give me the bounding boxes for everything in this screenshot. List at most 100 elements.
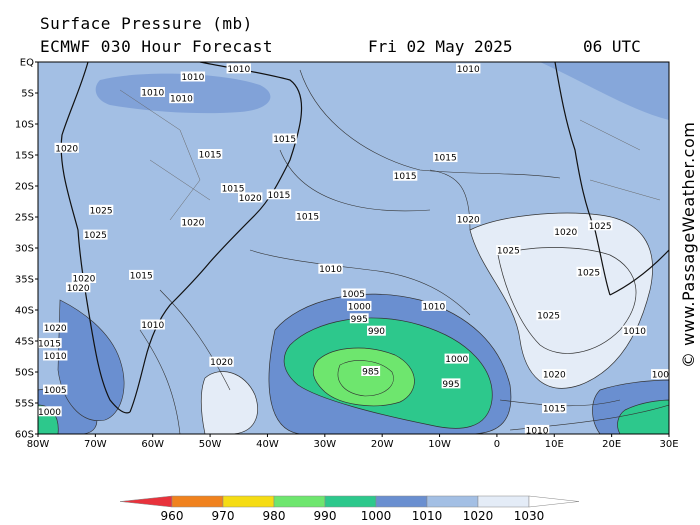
isobar-985 [337,360,394,397]
lat-label: 25S [15,213,34,224]
isobar-label: 1010 [524,424,550,436]
isobar-label-text: 1020 [543,371,566,381]
isobar-label-bg [226,63,251,74]
lat-label: 15S [15,151,34,162]
scale-label: 970 [212,509,235,523]
lon-label: 10E [545,439,564,450]
isobar-label: 1010 [180,71,206,83]
lon-label: 40W [256,439,279,450]
isobar-label-text: 1020 [554,228,577,238]
isobar-label-text: 1010 [526,426,549,436]
scale-swatch [375,495,428,508]
isobar-label-text: 1020 [72,275,95,285]
isobar-label-text: 1020 [55,144,78,154]
isobar-label-text: 1010 [422,302,445,312]
isobar-label-text: 1010 [623,327,646,337]
lon-label: 80W [27,439,50,450]
isobar-label-bg [43,384,68,395]
scale-swatch [477,495,530,508]
isobar-label: 1025 [536,310,561,322]
isobar-label-bg [140,87,165,97]
isobar-label: 1005 [341,288,366,300]
isobar-label-text: 1015 [267,191,290,201]
lat-label: 40S [15,306,34,317]
isobar-label-text: 1015 [222,185,245,195]
isobar-label-text: 1010 [44,352,67,362]
isobar-label-text: 1020 [210,358,233,368]
lon-label: 20W [371,439,394,450]
isobar-label: 985 [361,366,381,378]
isobar-label-text: 1025 [589,222,612,232]
coastlines [60,62,669,414]
isobar-label-text: 1010 [319,265,342,275]
isobar-label-bg [444,353,469,364]
lat-label: 30S [15,244,34,255]
isobar-label-text: 1015 [394,172,417,182]
isobar-label: 1020 [542,369,567,381]
isobar-label: 1015 [220,183,246,195]
isobar-label-bg [349,313,369,324]
scale-swatch [171,495,224,508]
lon-label: 50W [199,439,222,450]
scale-swatch [426,495,479,508]
isobar-label-bg [524,424,550,434]
isobar-label: 1005 [651,369,669,381]
isobar-label-bg [536,310,561,321]
africa-low [540,62,669,120]
isobar-label-bg [65,282,91,293]
isobar-label-bg [361,366,381,376]
isobar-label-text: 1015 [130,271,153,281]
isobar-label-bg [441,378,461,389]
isobar-label: 1000 [38,406,62,418]
isobar-label-bg [54,142,79,153]
isobar-label-bg [238,192,263,203]
lat-label: 10S [15,120,34,131]
isobar-label-text: 1025 [497,247,520,257]
isobar-label-text: 995 [351,315,368,325]
isobar-label-bg [180,217,206,228]
isobar-label: 1015 [295,211,320,223]
isobar-label: 1000 [444,353,469,365]
isobar-label-text: 1020 [67,284,90,294]
isobar-label-bg [456,214,481,225]
isobar-label-bg [197,149,223,159]
isobar-label-bg [576,266,601,277]
isobar-label-bg [367,325,386,336]
isobar-label-bg [129,269,154,280]
color-scale: 960 970 980 990 1000 1010 1020 1030 [119,495,580,523]
isobar-label-text: 1015 [434,154,457,164]
lon-label: 70W [84,439,107,450]
lon-label: 30W [314,439,337,450]
isobar-label-text: 1010 [227,65,250,75]
isobar-label-text: 1025 [90,206,113,216]
isobar-label-text: 1005 [44,386,67,396]
isobar-label: 1010 [169,93,194,105]
isobar-label-text: 990 [368,327,385,337]
isobar-label-text: 1020 [44,324,67,334]
isobar-label: 1020 [238,192,263,204]
isobar-label-bg [553,226,578,237]
lon-label: 10W [428,439,451,450]
scale-label: 990 [314,509,337,523]
lat-label: 5S [21,89,34,100]
map-title: Surface Pressure (mb) [40,14,253,33]
isobar-label: 990 [367,325,386,337]
isobar-label-bg [71,273,97,283]
lat-label: EQ [20,58,34,69]
longitude-labels: 80W 70W 60W 50W 40W 30W 20W 10W 0 10E 20E 30E [27,434,679,450]
lon-label: 20E [602,439,621,450]
isobar-label-bg [542,403,567,414]
isobar-label-text: 1025 [537,312,560,322]
isobar-label: 1015 [433,152,458,164]
isobar-label: 1010 [318,263,343,275]
isobar-label-bg [180,71,206,82]
pressure-band-980-990 [312,347,415,407]
site-credit: © www.PassageWeather.com [679,121,698,368]
isobar-label-bg [295,211,320,221]
model-forecast-label: ECMWF 030 Hour Forecast [40,37,274,56]
lat-label: 45S [15,337,34,348]
lon-label: 60W [141,439,164,450]
isobar-label: 1015 [129,269,154,281]
